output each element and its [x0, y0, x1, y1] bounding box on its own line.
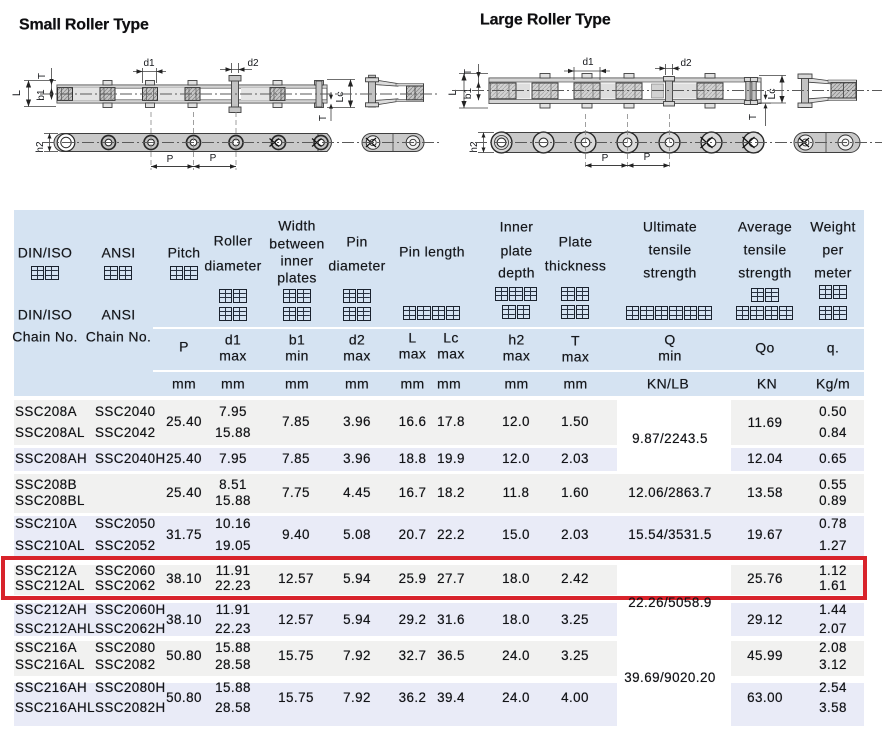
- svg-text:L: L: [11, 90, 23, 96]
- svg-text:b1: b1: [463, 88, 474, 100]
- svg-text:P: P: [644, 152, 651, 163]
- svg-text:P: P: [210, 153, 217, 164]
- svg-text:d1: d1: [143, 58, 155, 69]
- svg-text:h2: h2: [35, 141, 46, 153]
- svg-text:d2: d2: [680, 58, 692, 69]
- svg-text:h2: h2: [469, 141, 480, 153]
- svg-text:P: P: [167, 154, 174, 165]
- svg-text:T: T: [748, 114, 759, 120]
- svg-text:T: T: [37, 73, 48, 79]
- svg-text:b1: b1: [36, 89, 47, 101]
- svg-text:d2: d2: [247, 58, 259, 69]
- svg-text:L: L: [447, 89, 459, 95]
- svg-text:Lc: Lc: [766, 88, 778, 99]
- svg-text:P: P: [602, 153, 609, 164]
- svg-text:d1: d1: [582, 57, 594, 68]
- svg-text:T: T: [463, 69, 474, 75]
- svg-text:Lc: Lc: [334, 91, 346, 102]
- svg-text:T: T: [318, 115, 329, 121]
